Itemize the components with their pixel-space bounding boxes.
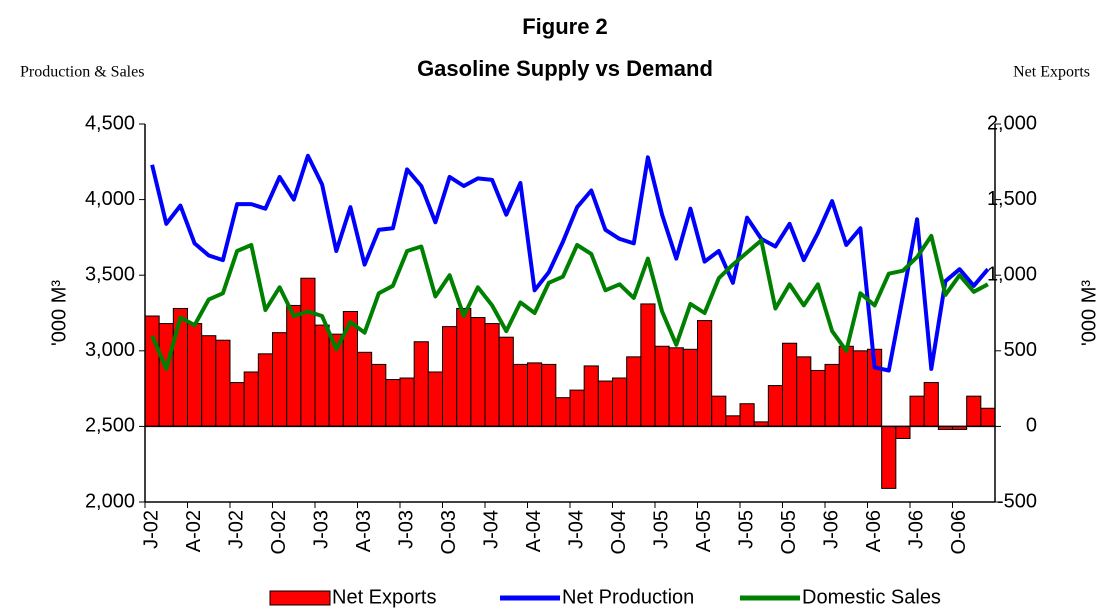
bar bbox=[824, 363, 840, 427]
y2-tick-label: 0 bbox=[1026, 415, 1037, 437]
y-tick-label: 4,500 bbox=[85, 112, 135, 134]
x-tick-label: A-03 bbox=[353, 510, 375, 552]
bar bbox=[385, 379, 401, 427]
x-tick-label: O-05 bbox=[778, 510, 800, 554]
x-tick-label: J-06 bbox=[820, 510, 842, 549]
bar bbox=[527, 362, 543, 427]
x-tick-label: O-03 bbox=[438, 510, 460, 554]
bar bbox=[980, 407, 996, 427]
bar bbox=[697, 320, 713, 427]
y2-tick-label: -500 bbox=[997, 490, 1037, 512]
bar bbox=[427, 371, 444, 427]
bar bbox=[286, 304, 302, 427]
bar bbox=[668, 347, 684, 427]
x-tick-label: A-06 bbox=[863, 510, 885, 552]
x-tick-label: A-05 bbox=[693, 510, 715, 552]
bar bbox=[243, 371, 259, 427]
bar bbox=[626, 356, 642, 427]
y-tick-label: 2,000 bbox=[85, 490, 135, 512]
bar bbox=[555, 397, 571, 427]
x-tick-label: J-02 bbox=[140, 510, 162, 549]
y-tick-label: 3,000 bbox=[85, 339, 135, 361]
bar bbox=[484, 323, 500, 427]
bar bbox=[796, 356, 812, 427]
bar bbox=[257, 353, 274, 427]
line bbox=[150, 233, 989, 371]
y2-tick-label: 2,000 bbox=[987, 112, 1037, 134]
bar bbox=[399, 377, 415, 427]
bar bbox=[413, 341, 429, 427]
bar bbox=[782, 342, 798, 427]
bar bbox=[852, 350, 868, 427]
bar bbox=[272, 332, 288, 427]
bar bbox=[512, 363, 528, 427]
x-tick-label: J-05 bbox=[650, 510, 672, 549]
bar bbox=[201, 335, 217, 427]
x-tick-label: O-04 bbox=[608, 510, 630, 554]
y2-tick-label: 1,000 bbox=[987, 263, 1037, 285]
bar bbox=[612, 377, 628, 427]
x-tick-label: A-04 bbox=[523, 510, 545, 552]
bar bbox=[569, 389, 585, 427]
bar bbox=[923, 382, 939, 427]
x-tick-label: J-03 bbox=[395, 510, 417, 549]
y2-label-top: Net Exports bbox=[1013, 64, 1090, 81]
chart-title: Figure 2 bbox=[522, 14, 608, 39]
x-tick-label: A-02 bbox=[183, 510, 205, 552]
y-tick-label: 4,000 bbox=[85, 188, 135, 210]
bar bbox=[810, 369, 826, 427]
x-tick-label: J-06 bbox=[905, 510, 927, 549]
legend-label: Domestic Sales bbox=[802, 586, 941, 608]
x-tick-label: J-02 bbox=[225, 510, 247, 549]
bar bbox=[725, 415, 741, 427]
bar bbox=[229, 382, 245, 427]
bar bbox=[541, 363, 557, 427]
bar bbox=[966, 395, 982, 427]
y-label-top: Production & Sales bbox=[20, 64, 144, 81]
x-tick-label: J-04 bbox=[480, 510, 502, 549]
legend-swatch bbox=[269, 590, 331, 606]
x-tick-label: J-03 bbox=[310, 510, 332, 549]
bar bbox=[158, 323, 174, 427]
bar bbox=[597, 380, 613, 427]
bar bbox=[640, 303, 656, 427]
bar bbox=[357, 351, 373, 427]
legend-label: Net Production bbox=[562, 586, 694, 608]
y2-axis-label: '000 M³ bbox=[1078, 280, 1100, 346]
bar bbox=[172, 307, 188, 427]
bar bbox=[909, 395, 925, 427]
x-tick-label: J-04 bbox=[565, 510, 587, 549]
y-tick-label: 3,500 bbox=[85, 263, 135, 285]
bar bbox=[654, 345, 670, 427]
x-tick-label: O-06 bbox=[948, 510, 970, 554]
bar bbox=[711, 395, 727, 427]
bar bbox=[739, 403, 755, 427]
bar bbox=[767, 385, 783, 427]
chart-subtitle: Gasoline Supply vs Demand bbox=[417, 56, 713, 81]
bar bbox=[881, 425, 897, 489]
bar bbox=[682, 348, 698, 427]
bar bbox=[456, 307, 472, 427]
y2-tick-label: 500 bbox=[1004, 339, 1037, 361]
x-tick-label: J-05 bbox=[735, 510, 757, 549]
line bbox=[150, 153, 990, 373]
bar bbox=[583, 365, 599, 427]
bar bbox=[314, 324, 330, 427]
bar bbox=[442, 326, 458, 427]
bar bbox=[895, 425, 911, 439]
legend-label: Net Exports bbox=[332, 586, 436, 608]
bar bbox=[838, 345, 854, 427]
y-axis-label: '000 M³ bbox=[48, 280, 70, 346]
bar bbox=[300, 277, 316, 427]
y-tick-label: 2,500 bbox=[85, 415, 135, 437]
bar bbox=[144, 315, 160, 427]
bar bbox=[215, 339, 231, 427]
x-tick-label: O-02 bbox=[268, 510, 290, 554]
bar bbox=[371, 363, 387, 427]
bar bbox=[470, 317, 486, 427]
bar bbox=[187, 323, 203, 427]
bar bbox=[498, 336, 514, 427]
y2-tick-label: 1,500 bbox=[987, 188, 1037, 210]
